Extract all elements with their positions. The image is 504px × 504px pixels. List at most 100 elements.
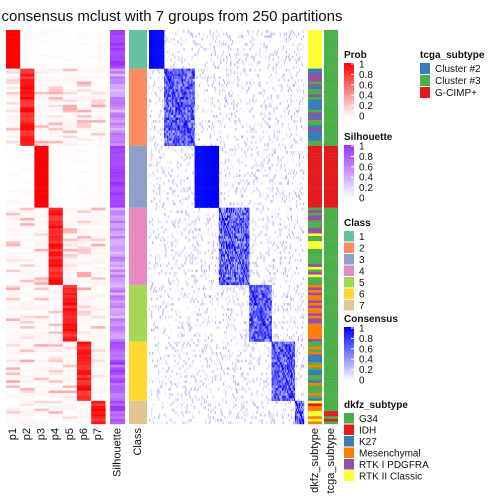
consensus-cell [263, 114, 265, 118]
consensus-cell [234, 71, 236, 74]
consensus-cell [189, 143, 191, 147]
consensus-cell [162, 76, 164, 80]
consensus-cell [160, 55, 162, 59]
silhouette-cell [110, 114, 125, 118]
prob-cell [48, 305, 63, 309]
consensus-cell [178, 76, 180, 80]
consensus-cell [168, 109, 170, 113]
consensus-cell [172, 199, 174, 203]
consensus-cell [165, 102, 167, 105]
consensus-cell [210, 202, 213, 206]
consensus-cell [189, 73, 191, 77]
prob-cell [91, 295, 106, 299]
consensus-cell [165, 81, 167, 85]
consensus-cell [231, 228, 233, 232]
consensus-cell [169, 109, 171, 113]
consensus-cell [214, 158, 217, 162]
prob-cell [34, 336, 49, 340]
consensus-cell [264, 161, 266, 165]
prob-cell [34, 81, 49, 85]
consensus-cell [182, 107, 184, 111]
consensus-cell [228, 225, 230, 229]
consensus-cell [188, 30, 190, 33]
consensus-cell [149, 58, 151, 62]
consensus-cell [187, 205, 189, 208]
consensus-cell [153, 63, 155, 67]
consensus-cell [269, 125, 271, 129]
prob-cell [91, 259, 106, 262]
consensus-cell [203, 148, 205, 152]
consensus-cell [238, 228, 240, 232]
prob-cell [91, 320, 106, 324]
consensus-cell [269, 112, 271, 116]
prob-cell [34, 390, 49, 394]
consensus-cell [185, 210, 187, 214]
consensus-cell [191, 135, 193, 139]
consensus-cell [181, 114, 183, 118]
consensus-cell [198, 174, 200, 177]
prob-cell [77, 109, 92, 113]
consensus-cell [212, 158, 215, 162]
consensus-cell [232, 225, 234, 229]
consensus-cell [228, 212, 230, 216]
consensus-cell [182, 66, 184, 69]
consensus-cell [167, 125, 169, 129]
consensus-cell [180, 37, 182, 41]
prob-cell [91, 323, 106, 327]
consensus-cell [205, 158, 207, 162]
consensus-cell [159, 58, 161, 62]
consensus-cell [217, 99, 220, 103]
consensus-cell [165, 107, 167, 111]
consensus-cell [266, 228, 268, 232]
consensus-cell [293, 225, 296, 229]
consensus-cell [224, 122, 227, 126]
prob-cell [6, 114, 21, 118]
consensus-cell [266, 215, 268, 219]
consensus-cell [215, 181, 218, 185]
consensus-cell [193, 140, 195, 144]
consensus-cell [159, 184, 161, 188]
consensus-cell [233, 99, 235, 103]
consensus-cell [172, 133, 174, 136]
consensus-cell [193, 76, 195, 80]
prob-cell [48, 81, 63, 85]
prob-cell [77, 403, 92, 407]
consensus-cell [176, 104, 178, 108]
consensus-cell [287, 112, 290, 116]
consensus-cell [185, 76, 187, 80]
prob-cell [77, 398, 92, 402]
consensus-cell [298, 58, 301, 62]
consensus-cell [174, 122, 176, 126]
consensus-cell [193, 130, 195, 134]
consensus-cell [261, 163, 263, 167]
consensus-cell [209, 197, 211, 201]
consensus-cell [158, 66, 160, 69]
consensus-cell [240, 73, 242, 77]
consensus-cell [204, 169, 206, 172]
consensus-cell [170, 68, 172, 72]
consensus-cell [157, 53, 159, 56]
consensus-cell [179, 120, 181, 123]
consensus-cell [194, 145, 196, 149]
consensus-cell [279, 40, 281, 44]
consensus-cell [180, 117, 182, 121]
prob-cell [91, 158, 106, 162]
consensus-cell [159, 63, 161, 67]
consensus-cell [162, 99, 164, 103]
consensus-cell [288, 35, 291, 38]
consensus-cell [188, 238, 190, 242]
consensus-cell [213, 163, 216, 167]
prob-cell [77, 393, 92, 396]
prob-cell [77, 66, 92, 69]
prob-cell [20, 297, 35, 301]
consensus-cell [176, 171, 178, 175]
consensus-cell [205, 223, 207, 226]
consensus-cell [253, 58, 255, 62]
consensus-cell [172, 127, 174, 131]
consensus-cell [170, 130, 172, 134]
consensus-cell [202, 143, 204, 147]
consensus-cell [283, 199, 285, 203]
prob-cell [62, 94, 78, 98]
consensus-cell [171, 112, 173, 116]
prob-cell [20, 310, 35, 314]
